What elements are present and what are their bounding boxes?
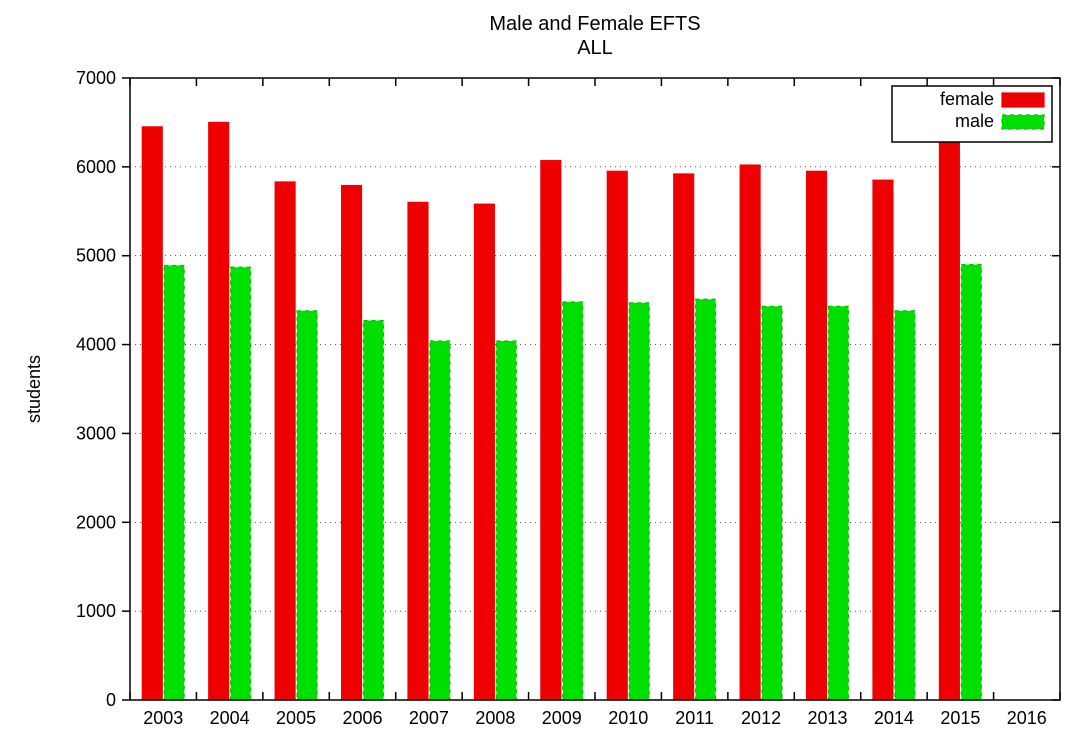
x-tick-label: 2010 [608, 708, 648, 728]
legend-swatch-female [1002, 93, 1044, 107]
y-tick-label: 4000 [76, 335, 116, 355]
bar-male [297, 311, 317, 700]
bar-male [961, 265, 981, 700]
bar-female [939, 127, 959, 700]
bar-female [807, 171, 827, 700]
bar-female [408, 202, 428, 700]
y-tick-label: 2000 [76, 512, 116, 532]
x-tick-label: 2015 [940, 708, 980, 728]
x-tick-label: 2011 [675, 708, 714, 728]
bar-female [275, 182, 295, 700]
y-tick-label: 7000 [76, 68, 116, 88]
legend-label-female: female [940, 89, 994, 109]
bar-male [696, 299, 716, 700]
y-axis-label: students [24, 355, 44, 423]
bar-male [828, 306, 848, 700]
bar-female [541, 161, 561, 700]
bar-female [342, 186, 362, 700]
x-tick-label: 2004 [210, 708, 250, 728]
y-tick-label: 0 [106, 690, 116, 710]
y-tick-label: 1000 [76, 601, 116, 621]
y-tick-label: 3000 [76, 423, 116, 443]
x-tick-label: 2008 [475, 708, 515, 728]
bar-female [607, 171, 627, 700]
y-tick-label: 6000 [76, 157, 116, 177]
legend-swatch-male [1002, 115, 1044, 129]
bar-male [563, 302, 583, 700]
bar-male [363, 321, 383, 700]
bar-female [873, 180, 893, 700]
bar-female [209, 122, 229, 700]
bar-male [762, 306, 782, 700]
chart-title-line2: ALL [577, 37, 613, 59]
efts-bar-chart: Male and Female EFTSALL 0 1000 2000 3000 4000… [0, 0, 1082, 754]
x-tick-label: 2009 [542, 708, 582, 728]
x-tick-label: 2012 [741, 708, 781, 728]
y-tick-label: 5000 [76, 246, 116, 266]
x-tick-label: 2003 [143, 708, 183, 728]
bar-female [474, 204, 494, 700]
chart-container: Male and Female EFTSALL 0 1000 2000 3000 4000… [0, 0, 1082, 754]
bar-female [674, 174, 694, 700]
bar-male [231, 267, 251, 700]
chart-title-line1: Male and Female EFTS [489, 13, 700, 35]
bar-male [496, 341, 516, 700]
bar-male [629, 303, 649, 700]
plot-border [130, 78, 1060, 700]
x-tick-label: 2016 [1007, 708, 1047, 728]
x-tick-label: 2013 [807, 708, 847, 728]
x-tick-label: 2007 [409, 708, 449, 728]
x-tick-label: 2006 [342, 708, 382, 728]
bar-male [430, 341, 450, 700]
x-tick-label: 2005 [276, 708, 316, 728]
bar-female [142, 127, 162, 700]
bar-male [164, 265, 184, 700]
x-tick-label: 2014 [874, 708, 914, 728]
bar-female [740, 165, 760, 700]
legend-label-male: male [955, 111, 994, 131]
bar-male [895, 311, 915, 700]
